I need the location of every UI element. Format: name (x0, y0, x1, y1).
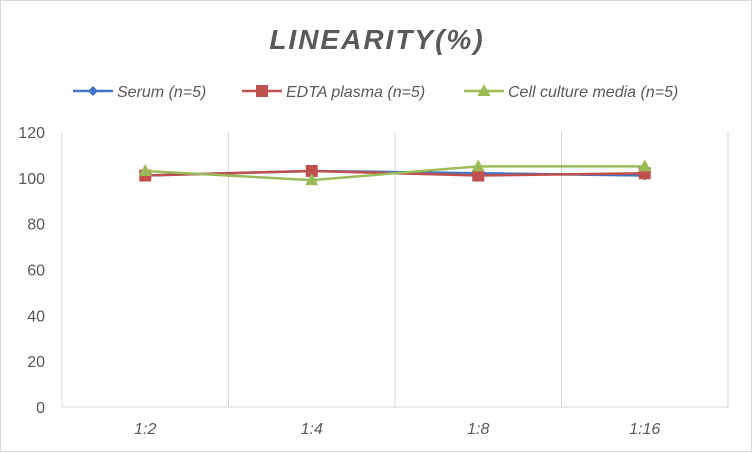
data-point (138, 163, 152, 176)
y-tick-label: 120 (18, 125, 45, 142)
y-tick-label: 20 (27, 354, 45, 371)
x-tick-label: 1:2 (134, 421, 156, 438)
grid (61, 132, 729, 408)
y-tick-label: 40 (27, 308, 45, 325)
series-group (138, 159, 652, 186)
y-tick-label: 100 (18, 171, 45, 188)
data-point (638, 159, 652, 172)
x-tick-label: 1:16 (629, 421, 660, 438)
legend-marker (477, 84, 491, 96)
legend-label: Cell culture media (n=5) (508, 84, 678, 101)
chart-title: LINEARITY(%) (269, 24, 484, 55)
legend: Serum (n=5) EDTA plasma (n=5) Cell culture… (73, 84, 678, 101)
legend-item: Serum (n=5) (73, 84, 206, 101)
y-tick-label: 80 (27, 217, 45, 234)
x-axis: 1:2 1:4 1:8 1:16 (134, 421, 660, 438)
legend-marker (256, 85, 268, 97)
legend-label: EDTA plasma (n=5) (286, 84, 425, 101)
legend-marker (88, 86, 98, 96)
legend-item: Cell culture media (n=5) (464, 84, 678, 101)
x-tick-label: 1:4 (301, 421, 323, 438)
series-3 (138, 159, 652, 186)
x-tick-label: 1:8 (467, 421, 489, 438)
y-tick-label: 0 (36, 400, 45, 417)
y-axis: 0 20 40 60 80 100 120 (18, 125, 45, 417)
data-point (305, 164, 318, 177)
legend-item: EDTA plasma (n=5) (242, 84, 425, 101)
data-point (305, 173, 319, 186)
series-line (145, 165, 645, 182)
y-tick-label: 60 (27, 263, 45, 280)
legend-label: Serum (n=5) (117, 84, 206, 101)
data-point (472, 169, 485, 182)
data-point (471, 159, 485, 172)
